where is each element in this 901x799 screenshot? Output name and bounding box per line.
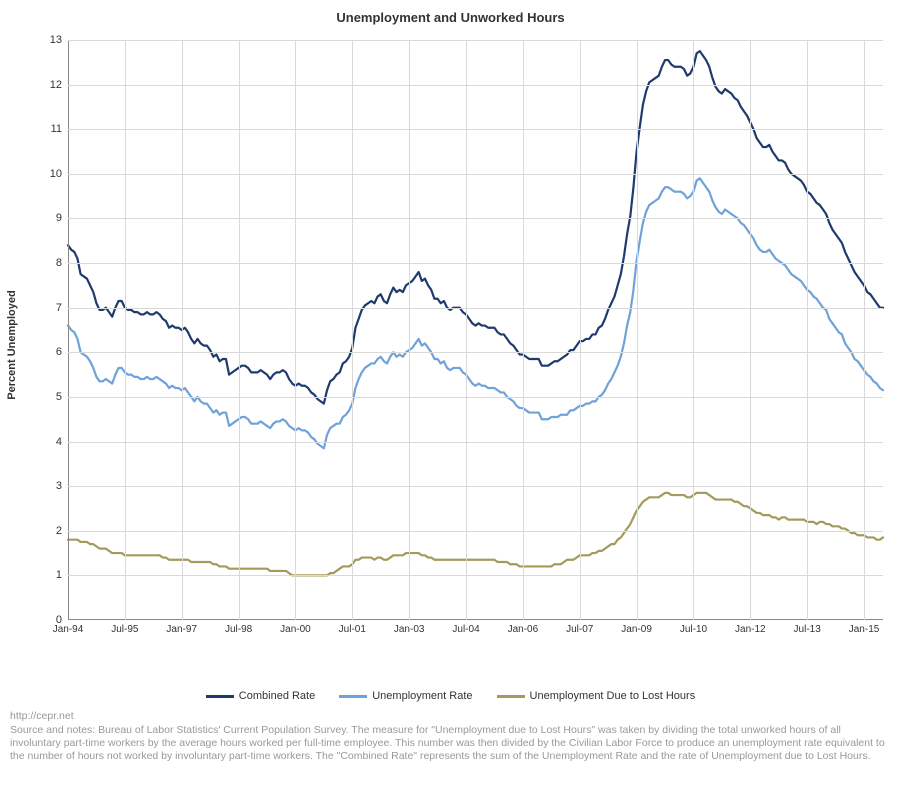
y-tick-label: 3	[56, 480, 62, 492]
x-tick-label: Jan-15	[849, 624, 880, 635]
grid-line-v	[239, 40, 240, 620]
legend-item: Combined Rate	[206, 690, 315, 702]
legend-item: Unemployment Due to Lost Hours	[497, 690, 696, 702]
x-tick-label: Jan-03	[394, 624, 425, 635]
grid-line-v	[523, 40, 524, 620]
y-tick-label: 1	[56, 569, 62, 581]
legend-item: Unemployment Rate	[339, 690, 472, 702]
chart-title: Unemployment and Unworked Hours	[10, 10, 891, 25]
legend-swatch	[206, 695, 234, 698]
x-tick-label: Jul-07	[566, 624, 593, 635]
y-tick-label: 4	[56, 436, 62, 448]
chart-area: Percent Unemployed 012345678910111213Jan…	[30, 40, 890, 650]
y-tick-label: 8	[56, 257, 62, 269]
footer: http://cepr.net Source and notes: Bureau…	[10, 710, 891, 764]
legend-label: Combined Rate	[239, 690, 315, 702]
legend: Combined Rate Unemployment Rate Unemployme…	[10, 690, 891, 702]
x-tick-label: Jan-12	[735, 624, 766, 635]
legend-swatch	[339, 695, 367, 698]
grid-line-h	[68, 174, 883, 175]
grid-line-h	[68, 85, 883, 86]
footer-url: http://cepr.net	[10, 710, 891, 723]
grid-line-v	[750, 40, 751, 620]
footer-source: Source and notes: Bureau of Labor Statis…	[10, 724, 891, 763]
grid-line-h	[68, 352, 883, 353]
y-tick-label: 10	[50, 168, 62, 180]
grid-line-v	[864, 40, 865, 620]
y-tick-label: 7	[56, 302, 62, 314]
grid-line-h	[68, 397, 883, 398]
y-tick-label: 2	[56, 525, 62, 537]
grid-line-h	[68, 129, 883, 130]
grid-line-h	[68, 218, 883, 219]
y-tick-label: 5	[56, 391, 62, 403]
x-tick-label: Jan-06	[508, 624, 539, 635]
x-tick-label: Jul-13	[794, 624, 821, 635]
grid-line-h	[68, 531, 883, 532]
x-tick-label: Jan-94	[53, 624, 84, 635]
legend-label: Unemployment Due to Lost Hours	[530, 690, 696, 702]
y-tick-label: 6	[56, 346, 62, 358]
x-tick-label: Jan-09	[621, 624, 652, 635]
x-tick-label: Jul-95	[111, 624, 138, 635]
x-tick-label: Jul-98	[225, 624, 252, 635]
plot-region: 012345678910111213Jan-94Jul-95Jan-97Jul-…	[68, 40, 883, 620]
series-line	[68, 493, 883, 576]
y-axis-line	[68, 40, 69, 620]
grid-line-h	[68, 442, 883, 443]
series-line	[68, 51, 883, 403]
grid-line-v	[580, 40, 581, 620]
x-tick-label: Jul-10	[680, 624, 707, 635]
grid-line-v	[295, 40, 296, 620]
grid-line-h	[68, 40, 883, 41]
grid-line-h	[68, 486, 883, 487]
grid-line-v	[409, 40, 410, 620]
y-tick-label: 12	[50, 79, 62, 91]
grid-line-h	[68, 308, 883, 309]
y-axis-label: Percent Unemployed	[6, 290, 18, 399]
line-series-svg	[68, 40, 883, 620]
x-tick-label: Jan-97	[166, 624, 197, 635]
grid-line-v	[352, 40, 353, 620]
grid-line-v	[693, 40, 694, 620]
x-tick-label: Jan-00	[280, 624, 311, 635]
grid-line-v	[182, 40, 183, 620]
y-tick-label: 13	[50, 34, 62, 46]
grid-line-v	[466, 40, 467, 620]
grid-line-v	[637, 40, 638, 620]
x-axis-line	[68, 619, 883, 620]
grid-line-v	[125, 40, 126, 620]
grid-line-v	[807, 40, 808, 620]
legend-swatch	[497, 695, 525, 698]
x-tick-label: Jul-04	[452, 624, 479, 635]
x-tick-label: Jul-01	[339, 624, 366, 635]
grid-line-h	[68, 575, 883, 576]
grid-line-h	[68, 263, 883, 264]
legend-label: Unemployment Rate	[372, 690, 472, 702]
y-tick-label: 11	[51, 123, 62, 135]
y-tick-label: 9	[56, 212, 62, 224]
